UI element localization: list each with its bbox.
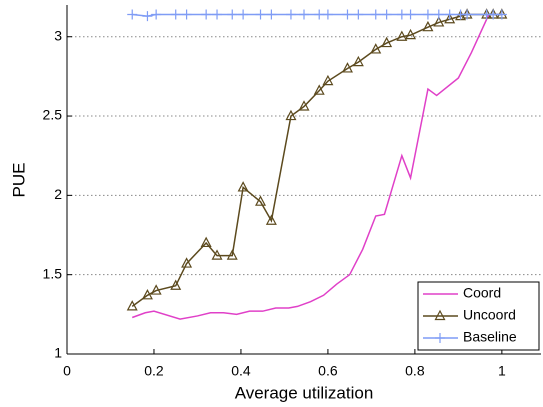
marker bbox=[342, 9, 353, 20]
marker bbox=[405, 9, 416, 20]
marker bbox=[396, 9, 407, 20]
marker bbox=[170, 9, 181, 20]
marker bbox=[444, 9, 455, 20]
marker bbox=[405, 28, 417, 40]
marker bbox=[353, 9, 364, 20]
marker bbox=[299, 9, 309, 20]
x-tick-label: 1 bbox=[498, 363, 506, 379]
marker bbox=[381, 9, 392, 20]
marker bbox=[285, 109, 297, 121]
legend-label: Coord bbox=[463, 285, 501, 301]
marker bbox=[127, 9, 138, 20]
marker bbox=[462, 9, 473, 20]
marker bbox=[181, 257, 193, 268]
marker bbox=[341, 62, 353, 73]
legend-label: Uncoord bbox=[463, 307, 516, 323]
marker bbox=[396, 30, 408, 41]
marker bbox=[201, 9, 212, 20]
marker bbox=[255, 195, 267, 206]
x-tick-label: 0 bbox=[63, 363, 71, 379]
marker bbox=[322, 9, 333, 20]
marker bbox=[255, 9, 266, 20]
marker bbox=[170, 279, 182, 290]
marker bbox=[422, 20, 434, 32]
marker bbox=[211, 249, 223, 260]
marker bbox=[126, 300, 138, 311]
marker bbox=[352, 55, 364, 67]
line bbox=[131, 13, 502, 308]
marker bbox=[381, 36, 393, 48]
marker bbox=[370, 9, 381, 20]
marker bbox=[141, 289, 153, 300]
marker bbox=[285, 9, 296, 20]
x-axis-label: Average utilization bbox=[235, 383, 374, 402]
marker bbox=[142, 11, 153, 22]
marker bbox=[226, 249, 238, 260]
marker bbox=[433, 9, 444, 20]
y-axis-label: PUE bbox=[9, 163, 28, 198]
y-tick-label: 1 bbox=[54, 345, 62, 361]
marker bbox=[313, 84, 325, 95]
y-tick-label: 2.5 bbox=[43, 107, 63, 123]
marker bbox=[455, 9, 467, 21]
marker bbox=[435, 333, 445, 343]
x-tick-label: 0.6 bbox=[318, 363, 338, 379]
marker bbox=[181, 9, 192, 20]
y-tick-label: 3 bbox=[54, 27, 62, 43]
marker bbox=[314, 9, 325, 20]
marker bbox=[200, 236, 212, 248]
marker bbox=[488, 9, 499, 20]
marker bbox=[298, 100, 310, 111]
marker bbox=[151, 9, 162, 20]
marker bbox=[265, 214, 277, 225]
marker bbox=[227, 9, 238, 20]
marker bbox=[237, 181, 249, 192]
legend-label: Baseline bbox=[463, 329, 517, 345]
marker bbox=[238, 9, 249, 20]
x-tick-label: 0.8 bbox=[405, 363, 425, 379]
marker bbox=[266, 9, 277, 20]
legend: Coord Uncoord Baseline bbox=[417, 281, 540, 351]
marker bbox=[212, 9, 223, 20]
y-tick-label: 1.5 bbox=[43, 265, 63, 281]
x-tick-label: 0.2 bbox=[144, 363, 164, 379]
y-tick-label: 2 bbox=[54, 186, 62, 202]
marker bbox=[434, 309, 446, 321]
marker bbox=[422, 9, 433, 20]
marker bbox=[444, 12, 456, 24]
marker bbox=[370, 43, 382, 54]
marker bbox=[150, 284, 162, 295]
line bbox=[131, 13, 502, 320]
marker bbox=[496, 9, 507, 20]
marker bbox=[322, 74, 334, 86]
marker bbox=[433, 16, 445, 27]
x-tick-label: 0.4 bbox=[231, 363, 251, 379]
